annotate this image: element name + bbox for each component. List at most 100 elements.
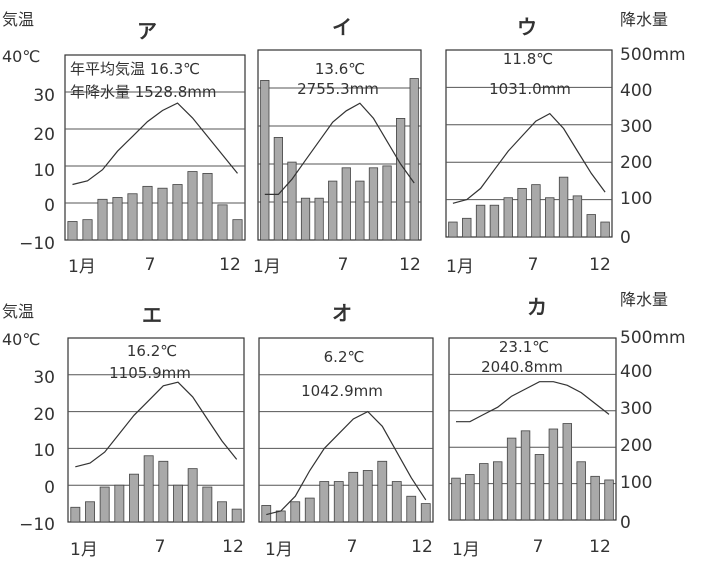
precip-unit-row1: 500mm — [620, 45, 686, 65]
temp-tick-neg10-row2: −10 — [19, 515, 55, 535]
precip-bar — [391, 481, 402, 523]
chart-a: ア 年平均気温 16.3℃ 年降水量 1528.8mm — [64, 19, 246, 241]
precip-tick-100-row1: 100 — [620, 189, 652, 209]
precip-bar — [187, 468, 198, 523]
precip-bar — [534, 454, 545, 521]
precip-bar — [260, 80, 270, 241]
temp-unit-row1: 40℃ — [2, 47, 40, 66]
month-jul-a: 7 — [145, 255, 156, 275]
chart-title: カ — [527, 295, 547, 319]
precip-bar — [465, 474, 475, 521]
precip-bar — [406, 495, 417, 523]
chart-title: エ — [142, 303, 162, 327]
chart-annotation-temp: 年平均気温 16.3℃ — [70, 60, 200, 78]
month-jan-c: 1月 — [446, 257, 474, 277]
chart-annotation-temp: 16.2℃ — [127, 342, 177, 360]
chart-frame — [67, 337, 245, 523]
chart-d: エ 16.2℃ 1105.9mm — [67, 303, 245, 523]
precip-bar — [396, 118, 406, 241]
precip-bar — [348, 471, 359, 523]
temp-label-row2: 気温 — [2, 302, 34, 321]
precip-label-row2: 降水量 — [620, 290, 668, 309]
precip-bar — [173, 484, 183, 523]
precip-bar — [300, 197, 311, 241]
precip-bar — [217, 204, 228, 241]
precip-bar — [99, 486, 110, 523]
precip-tick-400-row2: 400 — [620, 362, 652, 382]
precip-bar — [341, 167, 351, 241]
precip-bar — [545, 197, 555, 238]
precip-bar — [202, 172, 213, 241]
precip-bar — [202, 486, 213, 523]
chart-annotation-precip: 1031.0mm — [489, 80, 571, 98]
precip-bar — [506, 437, 517, 521]
month-jul-f: 7 — [533, 537, 544, 557]
chart-title: オ — [332, 301, 352, 325]
temp-tick-20-row2: 20 — [33, 405, 55, 425]
chart-title: ウ — [517, 15, 537, 39]
precip-bar — [85, 501, 95, 523]
precip-bar — [129, 473, 139, 523]
temp-tick-30-row1: 30 — [33, 86, 55, 106]
precip-bar — [217, 501, 227, 523]
month-jan-d: 1月 — [70, 540, 98, 560]
precip-bar — [112, 197, 123, 241]
precip-bar — [187, 171, 198, 241]
temp-tick-10-row2: 10 — [33, 441, 55, 461]
temp-tick-30-row2: 30 — [33, 368, 55, 388]
precip-bar — [355, 180, 365, 241]
precip-bar — [520, 430, 531, 521]
temp-tick-10-row1: 10 — [33, 161, 55, 181]
precip-bar — [503, 197, 513, 238]
precip-bar — [290, 501, 301, 523]
chart-f: カ 23.1℃ 2040.8mm — [448, 295, 617, 521]
month-dec-a: 12 — [219, 255, 241, 275]
chart-frame — [257, 49, 422, 241]
chart-annotation-temp: 13.6℃ — [315, 60, 365, 78]
precip-bar — [319, 481, 330, 523]
temperature-line — [72, 102, 238, 186]
precip-tick-0-row1: 0 — [620, 228, 631, 248]
precip-tick-200-row2: 200 — [620, 436, 652, 456]
precip-bar — [287, 161, 297, 241]
precip-bar — [409, 78, 419, 241]
precip-bar — [572, 195, 583, 238]
month-jul-b: 7 — [338, 255, 349, 275]
chart-annotation-temp: 23.1℃ — [499, 338, 549, 356]
precip-bar — [562, 423, 573, 521]
precip-label-row1: 降水量 — [620, 10, 668, 29]
temperature-line — [266, 410, 427, 516]
temperature-line — [75, 381, 238, 468]
chart-annotation-precip: 年降水量 1528.8mm — [70, 83, 216, 101]
month-dec-e: 12 — [411, 537, 433, 557]
chart-annotation-precip: 2040.8mm — [481, 358, 563, 376]
month-jan-a: 1月 — [68, 257, 96, 277]
precip-bar — [273, 136, 283, 241]
precip-bar — [492, 461, 503, 521]
precip-bar — [67, 221, 78, 241]
precip-bar — [590, 475, 600, 521]
chart-title: ア — [137, 19, 157, 43]
month-jul-e: 7 — [347, 537, 358, 557]
precip-tick-400-row1: 400 — [620, 81, 652, 101]
chart-title: イ — [332, 15, 352, 39]
temp-tick-0-row2: 0 — [44, 478, 55, 498]
precip-bar — [420, 503, 431, 523]
precip-bar — [382, 165, 392, 241]
precip-bar — [586, 214, 596, 238]
chart-b: イ 13.6℃ 2755.3mm — [257, 15, 422, 241]
month-jan-e: 1月 — [265, 540, 293, 560]
month-dec-d: 12 — [222, 537, 244, 557]
precip-bar — [232, 219, 243, 241]
precip-bar — [333, 481, 344, 523]
precip-bar — [362, 470, 373, 523]
chart-annotation-temp: 6.2℃ — [324, 348, 365, 366]
temp-tick-20-row1: 20 — [33, 125, 55, 145]
month-jan-f: 1月 — [452, 540, 480, 560]
precip-tick-200-row1: 200 — [620, 153, 652, 173]
month-jul-c: 7 — [528, 255, 539, 275]
precip-bar — [479, 463, 489, 521]
precip-bar — [142, 185, 153, 241]
precip-bar — [328, 180, 338, 241]
